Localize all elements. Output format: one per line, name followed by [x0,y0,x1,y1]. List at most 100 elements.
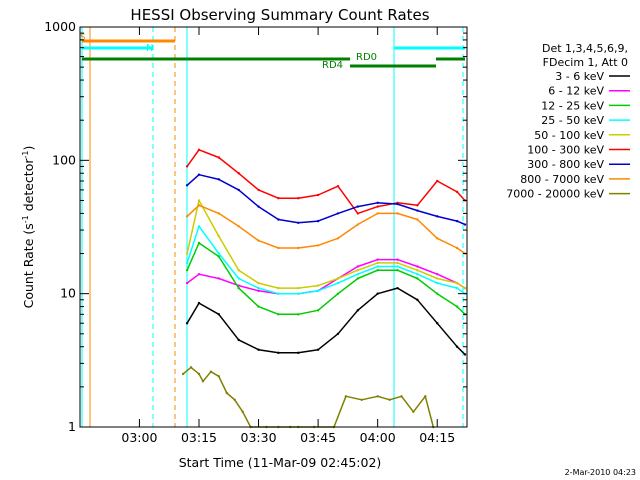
data-point-3-9 [356,272,360,276]
x-axis-label: Start Time (11-Mar-09 02:45:02) [179,455,382,470]
data-point-1-10 [376,258,379,261]
data-point-5-12 [416,204,419,207]
data-point-8-7 [233,398,236,401]
y-label-main: Count Rate (s [21,223,36,308]
data-point-4-14 [455,281,459,285]
data-point-5-5 [277,196,280,200]
legend-label-5: 100 - 300 keV [527,144,604,157]
data-point-5-1 [197,148,201,151]
data-point-4-12 [416,268,419,272]
data-point-3-4 [257,286,260,290]
data-point-4-9 [356,268,360,272]
data-point-0-12 [416,298,419,301]
data-point-2-6 [297,313,300,316]
data-point-0-13 [436,322,439,325]
data-point-0-11 [396,286,399,290]
y-label-sup1: -1 [21,215,30,223]
data-point-6-15 [463,223,467,226]
y-tick-label-3: 1000 [44,19,76,34]
data-point-2-13 [436,292,439,295]
data-point-8-5 [217,375,221,378]
legend-header-2: FDecim 1, Att 0 [543,56,628,69]
data-point-8-17 [360,398,363,401]
data-point-2-0 [185,268,189,272]
data-point-5-7 [316,193,320,197]
data-point-0-15 [463,353,467,356]
data-point-0-0 [185,322,189,325]
data-point-6-12 [416,209,419,212]
data-point-5-4 [257,188,260,192]
data-point-3-2 [217,252,221,255]
data-point-4-15 [463,286,467,290]
data-point-3-3 [237,277,240,280]
data-point-6-1 [197,173,201,176]
data-point-3-5 [277,292,280,295]
data-point-2-7 [316,309,320,312]
data-point-8-18 [376,395,379,398]
data-point-4-6 [297,286,300,290]
data-point-6-9 [356,205,360,208]
data-point-0-2 [217,313,221,316]
data-point-3-12 [416,272,419,276]
legend-label-8: 7000 - 20000 keV [506,188,604,201]
data-point-2-10 [376,268,379,272]
legend-label-2: 12 - 25 keV [541,99,604,112]
legend: Det 1,3,4,5,6,9, FDecim 1, Att 0 3 - 6 k… [506,42,630,201]
data-point-5-10 [376,205,379,208]
data-point-4-0 [185,252,189,255]
data-point-4-10 [376,261,379,265]
y-tick-label-1: 10 [60,286,76,301]
data-point-2-3 [237,286,240,290]
data-point-5-8 [336,184,340,188]
legend-label-4: 50 - 100 keV [534,129,604,142]
series-line-2 [186,242,466,316]
x-tick-label-4: 04:00 [360,430,396,445]
flag-label-s: S [80,33,86,43]
data-point-6-13 [436,215,439,218]
y-axis-label: Count Rate (s-1 detector-1) [21,146,36,309]
data-point-3-10 [376,265,379,268]
data-point-2-5 [277,313,280,316]
data-point-7-4 [257,239,260,242]
legend-label-1: 6 - 12 keV [548,85,604,98]
data-point-4-2 [217,234,221,238]
data-point-8-20 [400,395,403,398]
data-point-7-3 [237,225,240,228]
plot-area: S N RD0 RD4 [80,27,467,429]
data-point-4-1 [197,199,201,202]
x-axis: 03:00 03:15 03:30 03:45 04:00 04:15 [121,27,455,445]
data-point-6-8 [336,212,340,215]
data-point-1-1 [197,272,201,276]
data-point-6-4 [257,205,260,208]
data-point-5-3 [237,172,240,175]
data-point-7-5 [277,246,280,250]
legend-header-1: Det 1,3,4,5,6,9, [542,42,628,55]
series-line-8 [182,366,435,428]
flag-label-n: N [146,43,153,54]
series-line-3 [186,225,466,295]
render-timestamp: 2-Mar-2010 04:23 [565,468,636,477]
y-label-end: ) [21,146,36,151]
data-point-7-1 [197,204,201,207]
data-point-6-3 [237,188,240,192]
flag-label-rd4: RD4 [322,60,343,71]
x-tick-label-2: 03:30 [241,430,277,445]
data-point-2-9 [356,277,360,280]
data-point-5-9 [356,212,360,215]
data-point-4-5 [277,286,280,290]
data-point-0-1 [197,301,201,305]
y-label-mid: detector [21,158,36,216]
data-point-0-5 [277,351,280,355]
data-point-6-10 [376,201,379,205]
series-line-1 [186,258,466,295]
data-point-8-16 [344,395,348,398]
x-tick-label-1: 03:15 [181,430,217,445]
data-point-0-7 [316,348,320,351]
data-point-6-2 [217,178,221,181]
data-point-4-13 [436,277,439,280]
data-point-7-7 [316,244,320,247]
x-tick-label-0: 03:00 [121,430,157,445]
data-point-2-2 [217,255,221,258]
